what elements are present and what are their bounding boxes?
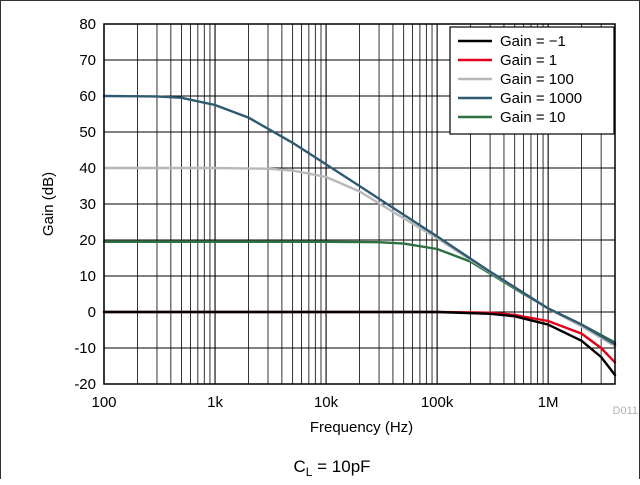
x-axis-title: Frequency (Hz) [310, 419, 413, 436]
legend-label: Gain = 1000 [500, 90, 582, 107]
caption-symbol: C [293, 457, 305, 476]
y-tick-label: 10 [79, 268, 96, 285]
y-tick-label: 40 [79, 160, 96, 177]
legend-label: Gain = 100 [500, 71, 574, 88]
y-tick-label: 30 [79, 196, 96, 213]
y-tick-label: 60 [79, 88, 96, 105]
figure-code: D011 [613, 405, 638, 417]
caption-subscript: L [306, 465, 313, 479]
y-tick-label: 70 [79, 52, 96, 69]
caption-value: = 10pF [312, 457, 370, 476]
plot-area-border [103, 23, 616, 385]
series-line-gain-1000 [102, 94, 617, 346]
chart-caption: CL = 10pF [293, 457, 370, 479]
y-tick-label: 80 [79, 16, 96, 33]
x-tick-label: 1M [538, 394, 559, 411]
legend-label: Gain = −1 [500, 33, 566, 50]
y-tick-labels: -20 -10 0 10 20 30 40 50 60 70 80 [74, 16, 96, 393]
x-tick-label: 1k [207, 394, 223, 411]
x-tick-label: 10k [314, 394, 339, 411]
y-tick-label: -10 [74, 340, 96, 357]
x-tick-labels: 100 1k 10k 100k 1M [91, 394, 558, 411]
legend: Gain = −1 Gain = 1 Gain = 100 Gain = 1000 Ga… [449, 26, 615, 135]
legend-label: Gain = 10 [500, 109, 565, 126]
y-tick-label: 50 [79, 124, 96, 141]
y-tick-label: 20 [79, 232, 96, 249]
legend-label: Gain = 1 [500, 52, 557, 69]
y-tick-label: 0 [88, 304, 96, 321]
y-axis-title: Gain (dB) [40, 172, 57, 236]
x-tick-label: 100k [421, 394, 454, 411]
plot-series [102, 94, 617, 377]
y-tick-label: -20 [74, 376, 96, 393]
series-line-gain-1 [102, 310, 617, 377]
x-tick-label: 100 [91, 394, 116, 411]
